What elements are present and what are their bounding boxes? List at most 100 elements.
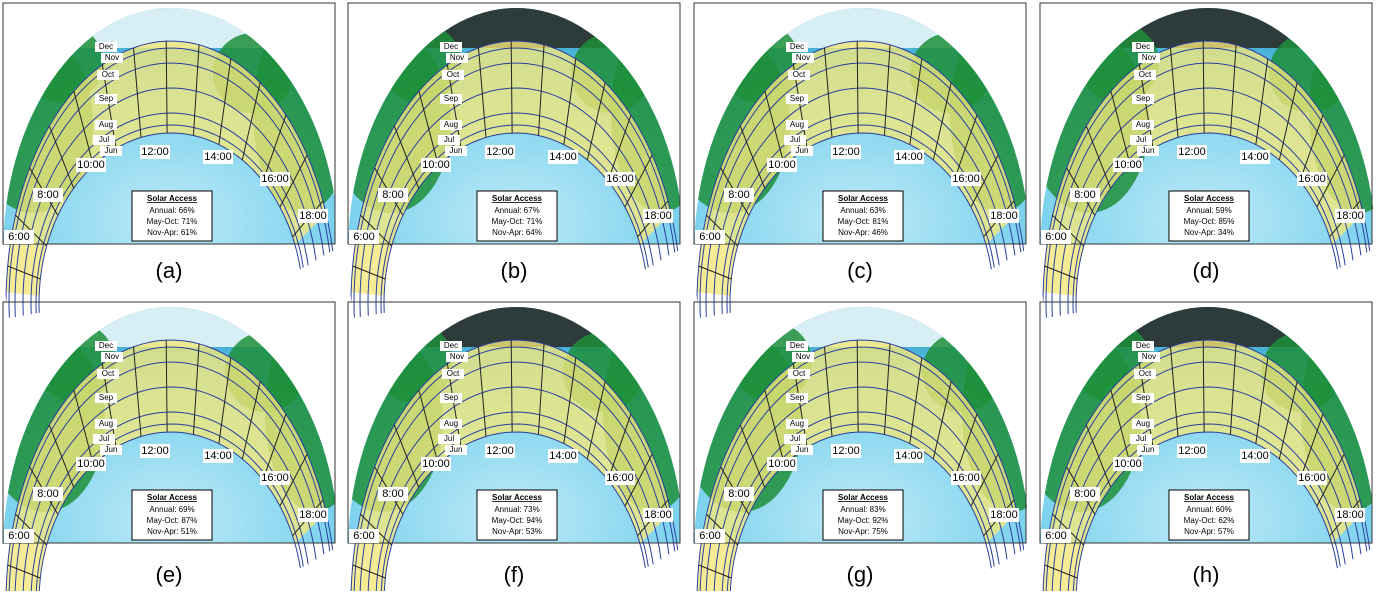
hour-line (1255, 357, 1269, 444)
month-label: Aug (99, 120, 113, 129)
hour-label: 12:00 (486, 146, 514, 158)
month-arc (1059, 386, 1354, 596)
month-arc (380, 423, 649, 596)
month-arc (696, 40, 1025, 319)
solar-access-box (476, 489, 558, 541)
label-bg (831, 444, 861, 458)
panel-label: (d) (1193, 258, 1220, 283)
label-bg (421, 457, 451, 471)
month-label: Jun (105, 445, 118, 454)
label-bg (724, 487, 754, 501)
hour-line (418, 91, 439, 166)
hour-line (218, 58, 232, 145)
month-arc (1051, 62, 1362, 318)
hour-line (73, 390, 94, 465)
month-label: Sep (790, 393, 805, 402)
hour-label: 16:00 (261, 173, 289, 185)
month-label: Oct (447, 70, 460, 79)
label-bg (485, 145, 515, 159)
label-bg (1113, 158, 1143, 172)
label-bg (1134, 70, 1156, 80)
solar-access-value: Nov-Apr: 75% (838, 527, 888, 536)
label-bg (421, 158, 451, 172)
hour-line (1316, 154, 1345, 208)
hour-line (856, 340, 859, 433)
hour-label: 8:00 (728, 189, 749, 201)
hour-line (607, 413, 632, 481)
hour-label: 18:00 (299, 509, 327, 521)
month-arc (726, 124, 995, 314)
label-bg (786, 341, 808, 351)
month-arc (14, 62, 325, 318)
label-bg (784, 135, 806, 145)
hour-label: 8:00 (37, 189, 58, 201)
hour-label: 10:00 (77, 159, 105, 171)
month-label: Sep (1136, 94, 1151, 103)
hour-line (953, 114, 978, 182)
label-bg (4, 230, 34, 244)
hour-label: 16:00 (952, 472, 980, 484)
month-arc (8, 47, 331, 318)
label-bg (894, 449, 924, 463)
label-bg (786, 94, 808, 104)
hour-line (1044, 265, 1078, 280)
hour-line (698, 265, 732, 280)
month-arc (35, 423, 304, 596)
month-arc (5, 339, 334, 596)
panel-label: (e) (156, 562, 183, 587)
hour-line (218, 357, 232, 444)
label-bg (792, 352, 814, 362)
hour-label: 14:00 (1241, 450, 1269, 462)
label-bg (378, 487, 408, 501)
label-bg (101, 53, 123, 63)
hour-line (1170, 346, 1179, 437)
label-bg (298, 508, 328, 522)
label-bg (605, 172, 635, 186)
solar-access-value: May-Oct: 71% (147, 217, 198, 226)
panel-label: (b) (501, 258, 528, 283)
solar-access-value: Annual: 66% (149, 206, 194, 215)
month-label: Nov (450, 352, 464, 361)
label-bg (298, 209, 328, 223)
month-label: Jun (1142, 146, 1155, 155)
hour-line (856, 41, 859, 134)
hour-line (478, 47, 487, 138)
month-arc (1075, 431, 1338, 596)
label-bg (446, 53, 468, 63)
label-bg (1132, 94, 1154, 104)
solar-access-box (1168, 489, 1250, 541)
hour-label: 6:00 (1045, 231, 1066, 243)
label-bg (33, 487, 63, 501)
month-label: Oct (447, 369, 460, 378)
month-arc (705, 361, 1016, 596)
hour-line (192, 44, 200, 136)
hour-label: 16:00 (606, 173, 634, 185)
hour-line (607, 114, 632, 182)
hour-label: 18:00 (1336, 210, 1364, 222)
solar-access-value: May-Oct: 81% (838, 217, 889, 226)
month-arc (1072, 423, 1341, 596)
hour-line (1299, 413, 1324, 481)
hour-line (1229, 44, 1237, 136)
month-arc (696, 339, 1025, 596)
sun-path-band (1043, 41, 1363, 296)
hour-line (1110, 91, 1131, 166)
label-bg (792, 53, 814, 63)
month-label: Jun (450, 445, 463, 454)
month-label: Oct (793, 369, 806, 378)
label-bg (1132, 341, 1154, 351)
month-arc (353, 47, 676, 318)
hour-line (1316, 453, 1345, 507)
label-bg (1113, 457, 1143, 471)
month-label: Dec (790, 341, 804, 350)
label-bg (101, 352, 123, 362)
label-bg (951, 471, 981, 485)
hour-line (352, 265, 386, 280)
label-bg (440, 419, 462, 429)
hour-line (1278, 82, 1298, 161)
label-bg (442, 369, 464, 379)
month-label: Oct (102, 70, 115, 79)
month-label: Nov (105, 352, 119, 361)
label-bg (378, 188, 408, 202)
label-bg (1297, 471, 1327, 485)
